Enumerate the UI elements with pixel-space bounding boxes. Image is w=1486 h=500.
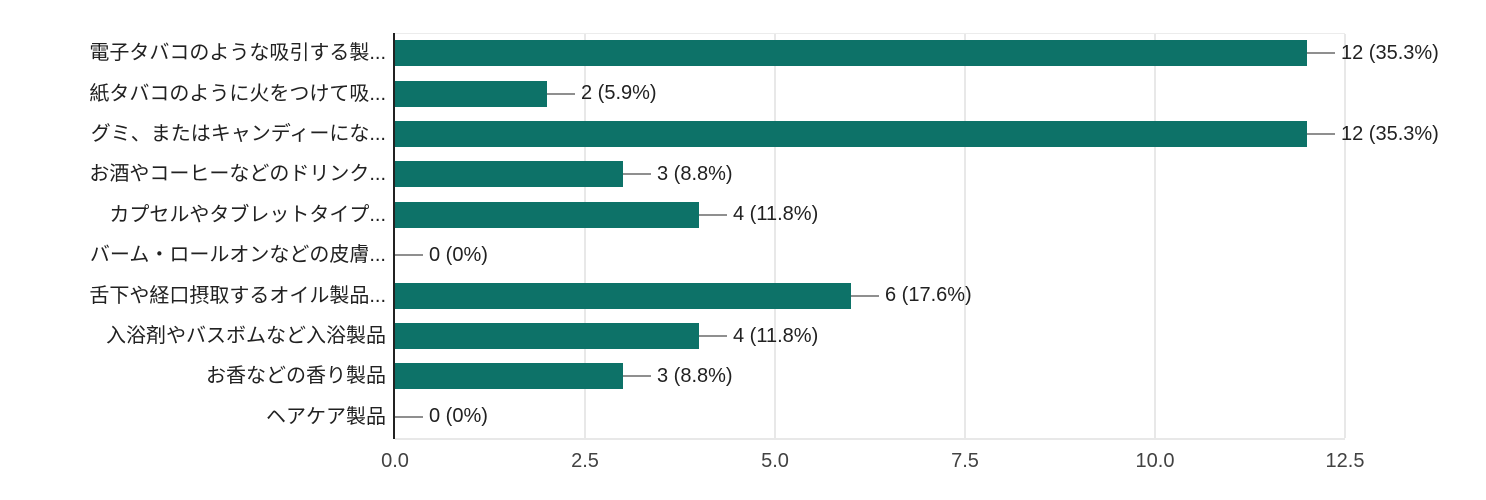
bar-area: 0 (0%): [395, 235, 1486, 275]
category-label: お香などの香り製品: [206, 365, 386, 388]
value-label: 0 (0%): [429, 243, 488, 266]
category-label: 舌下や経口摂取するオイル製品...: [89, 284, 386, 307]
chart-row: カプセルやタブレットタイプ... 4 (11.8%): [0, 195, 1486, 235]
bar: [395, 282, 851, 309]
bar: [395, 323, 699, 350]
value-connector-line: [699, 335, 727, 338]
y-axis-line: [393, 33, 395, 439]
chart-row: バーム・ロールオンなどの皮膚... 0 (0%): [0, 235, 1486, 275]
value-label: 6 (17.6%): [885, 284, 972, 307]
gridline: [1154, 34, 1156, 438]
category-label: 紙タバコのように火をつけて吸...: [89, 82, 386, 105]
gridline: [774, 34, 776, 438]
bar-area: 6 (17.6%): [395, 275, 1486, 315]
x-tick-label: 0.0: [381, 450, 409, 472]
value-connector-line: [1307, 133, 1335, 136]
value-connector-line: [623, 173, 651, 176]
value-connector-line: [1307, 52, 1335, 55]
bar: [395, 201, 699, 228]
bar-area: 12 (35.3%): [395, 114, 1486, 154]
x-tick-label: 12.5: [1325, 450, 1365, 472]
category-label: カプセルやタブレットタイプ...: [109, 203, 386, 226]
value-connector-line: [699, 213, 727, 216]
bar-area: 3 (8.8%): [395, 154, 1486, 194]
plot-area: [395, 33, 1346, 440]
bar-area: 4 (11.8%): [395, 316, 1486, 356]
x-tick-label: 2.5: [571, 450, 599, 472]
value-label: 4 (11.8%): [733, 203, 819, 226]
value-label: 3 (8.8%): [657, 364, 733, 387]
bar-area: 12 (35.3%): [395, 33, 1486, 73]
value-label: 12 (35.3%): [1341, 41, 1439, 64]
bar: [395, 80, 547, 107]
value-label: 4 (11.8%): [733, 324, 819, 347]
chart-row: ヘアケア製品 0 (0%): [0, 397, 1486, 437]
value-connector-line: [623, 375, 651, 378]
x-tick-label: 7.5: [951, 450, 979, 472]
category-label: ヘアケア製品: [266, 405, 386, 428]
category-label: バーム・ロールオンなどの皮膚...: [89, 244, 386, 267]
chart-row: 紙タバコのように火をつけて吸... 2 (5.9%): [0, 73, 1486, 113]
value-label: 3 (8.8%): [657, 162, 733, 185]
chart-row: お酒やコーヒーなどのドリンク... 3 (8.8%): [0, 154, 1486, 194]
gridline: [964, 34, 966, 438]
gridline: [584, 34, 586, 438]
value-label: 12 (35.3%): [1341, 122, 1439, 145]
bar-area: 4 (11.8%): [395, 195, 1486, 235]
chart-row: 電子タバコのような吸引する製... 12 (35.3%): [0, 33, 1486, 73]
bar-area: 0 (0%): [395, 397, 1486, 437]
chart-row: 入浴剤やバスボムなど入浴製品 4 (11.8%): [0, 316, 1486, 356]
bar: [395, 161, 623, 188]
bar: [395, 40, 1307, 67]
x-tick-label: 5.0: [761, 450, 789, 472]
chart-row: グミ、またはキャンディーにな... 12 (35.3%): [0, 114, 1486, 154]
value-label: 0 (0%): [429, 405, 488, 428]
x-axis-baseline: [395, 438, 1345, 440]
chart-row: お香などの香り製品 3 (8.8%): [0, 356, 1486, 396]
category-label: 電子タバコのような吸引する製...: [89, 42, 386, 65]
bar: [395, 363, 623, 390]
category-label: 入浴剤やバスボムなど入浴製品: [106, 325, 386, 348]
value-label: 2 (5.9%): [581, 82, 657, 105]
value-connector-line: [395, 254, 423, 257]
category-label: お酒やコーヒーなどのドリンク...: [89, 163, 386, 186]
bar: [395, 121, 1307, 148]
chart-row: 舌下や経口摂取するオイル製品... 6 (17.6%): [0, 275, 1486, 315]
x-tick-label: 10.0: [1135, 450, 1175, 472]
category-label: グミ、またはキャンディーにな...: [90, 123, 386, 146]
value-connector-line: [851, 294, 879, 297]
bar-area: 2 (5.9%): [395, 73, 1486, 113]
value-connector-line: [395, 415, 423, 418]
gridline: [1344, 34, 1346, 438]
value-connector-line: [547, 92, 575, 95]
bar-area: 3 (8.8%): [395, 356, 1486, 396]
bar-rows: 電子タバコのような吸引する製... 12 (35.3%) 紙タバコのように火をつけて…: [0, 33, 1486, 437]
x-axis-tick-labels: 0.0 2.5 5.0 7.5 10.0 12.5: [381, 450, 1364, 482]
